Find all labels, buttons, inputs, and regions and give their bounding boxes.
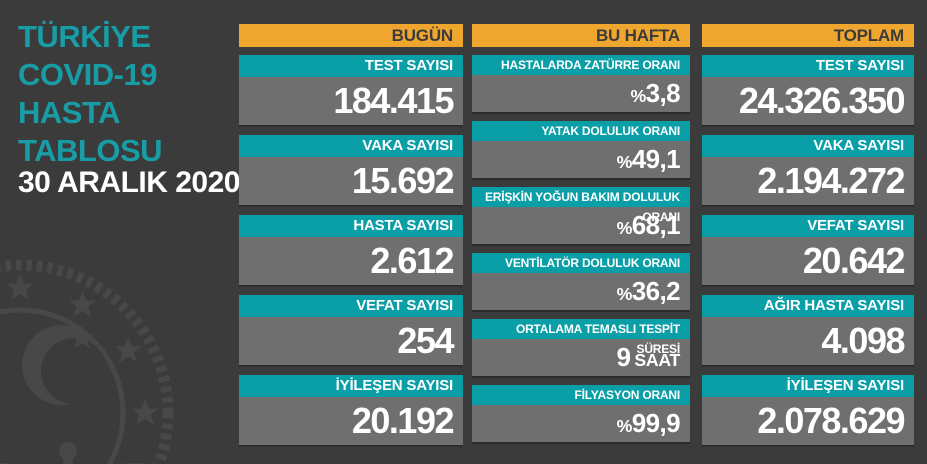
stat-label: TEST SAYISI (702, 55, 914, 77)
unit-saat: SAAT (634, 350, 680, 370)
page-title: TÜRKİYE COVID-19 HASTA TABLOSU (18, 19, 163, 168)
column-toplam: TOPLAM TEST SAYISI 24.326.350 VAKA SAYIS… (702, 24, 914, 445)
stat-value: %49,1 (472, 141, 690, 178)
stat-label: VAKA SAYISI (239, 135, 463, 157)
percent-sign: % (616, 416, 633, 436)
stat-card-iyilesen-sayisi-toplam: İYİLEŞEN SAYISI 2.078.629 (702, 375, 914, 445)
stat-label: VEFAT SAYISI (702, 215, 914, 237)
stat-card-ventilator-doluluk: VENTİLATÖR DOLULUK ORANI %36,2 (472, 253, 690, 310)
percent-sign: % (616, 284, 633, 304)
stat-label: VENTİLATÖR DOLULUK ORANI (472, 253, 690, 273)
stat-label: FİLYASYON ORANI (472, 385, 690, 405)
stat-label: ERİŞKİN YOĞUN BAKIM DOLULUK ORANI (472, 187, 690, 224)
stat-value: 2.194.272 (702, 157, 914, 205)
stat-value: 15.692 (239, 157, 463, 205)
stat-card-hasta-sayisi-bugun: HASTA SAYISI 2.612 (239, 215, 463, 285)
stat-value: %36,2 (472, 273, 690, 310)
stat-card-yogun-bakim-doluluk: ERİŞKİN YOĞUN BAKIM DOLULUK ORANI %68,1 (472, 187, 690, 244)
stat-card-vaka-sayisi-bugun: VAKA SAYISI 15.692 (239, 135, 463, 205)
stat-value: 20.642 (702, 237, 914, 285)
stat-value: 4.098 (702, 317, 914, 365)
stat-label: İYİLEŞEN SAYISI (239, 375, 463, 397)
percent-sign: % (616, 152, 633, 172)
stat-card-yatak-doluluk: YATAK DOLULUK ORANI %49,1 (472, 121, 690, 178)
stat-value: 9 SAAT (472, 339, 690, 376)
stat-card-agir-hasta-sayisi: AĞIR HASTA SAYISI 4.098 (702, 295, 914, 365)
stat-card-filyasyon-orani: FİLYASYON ORANI %99,9 (472, 385, 690, 442)
stat-label: HASTA SAYISI (239, 215, 463, 237)
percent-sign: % (616, 218, 633, 238)
turkey-ministry-of-health-emblem-icon (0, 259, 174, 464)
stat-value: 2.078.629 (702, 397, 914, 445)
stat-value: 2.612 (239, 237, 463, 285)
stat-value: %99,9 (472, 405, 690, 442)
stat-label: VAKA SAYISI (702, 135, 914, 157)
stat-label: İYİLEŞEN SAYISI (702, 375, 914, 397)
stat-value: %68,1 (472, 207, 690, 244)
stat-card-zaturre-orani: HASTALARDA ZATÜRRE ORANI %3,8 (472, 55, 690, 112)
column-bu-hafta: BU HAFTA HASTALARDA ZATÜRRE ORANI %3,8 Y… (472, 24, 690, 442)
stat-value: 24.326.350 (702, 77, 914, 125)
stat-card-vaka-sayisi-toplam: VAKA SAYISI 2.194.272 (702, 135, 914, 205)
column-header-bu-hafta: BU HAFTA (472, 24, 690, 47)
column-header-toplam: TOPLAM (702, 24, 914, 47)
percent-sign: % (630, 86, 647, 106)
stat-value: 184.415 (239, 77, 463, 125)
stat-card-vefat-sayisi-toplam: VEFAT SAYISI 20.642 (702, 215, 914, 285)
stat-label: TEST SAYISI (239, 55, 463, 77)
stat-label: HASTALARDA ZATÜRRE ORANI (472, 55, 690, 75)
stat-value: %3,8 (472, 75, 690, 112)
column-bugun: BUGÜN TEST SAYISI 184.415 VAKA SAYISI 15… (239, 24, 463, 445)
stat-card-test-sayisi-bugun: TEST SAYISI 184.415 (239, 55, 463, 125)
stat-label: AĞIR HASTA SAYISI (702, 295, 914, 317)
column-header-bugun: BUGÜN (239, 24, 463, 47)
stat-label: YATAK DOLULUK ORANI (472, 121, 690, 141)
stat-value: 20.192 (239, 397, 463, 445)
report-date: 30 ARALIK 2020 (18, 166, 240, 199)
stat-card-test-sayisi-toplam: TEST SAYISI 24.326.350 (702, 55, 914, 125)
stat-label: VEFAT SAYISI (239, 295, 463, 317)
stat-label: ORTALAMA TEMASLI TESPİT SÜRESİ (472, 319, 690, 356)
stat-value: 254 (239, 317, 463, 365)
stat-card-iyilesen-sayisi-bugun: İYİLEŞEN SAYISI 20.192 (239, 375, 463, 445)
stat-card-vefat-sayisi-bugun: VEFAT SAYISI 254 (239, 295, 463, 365)
